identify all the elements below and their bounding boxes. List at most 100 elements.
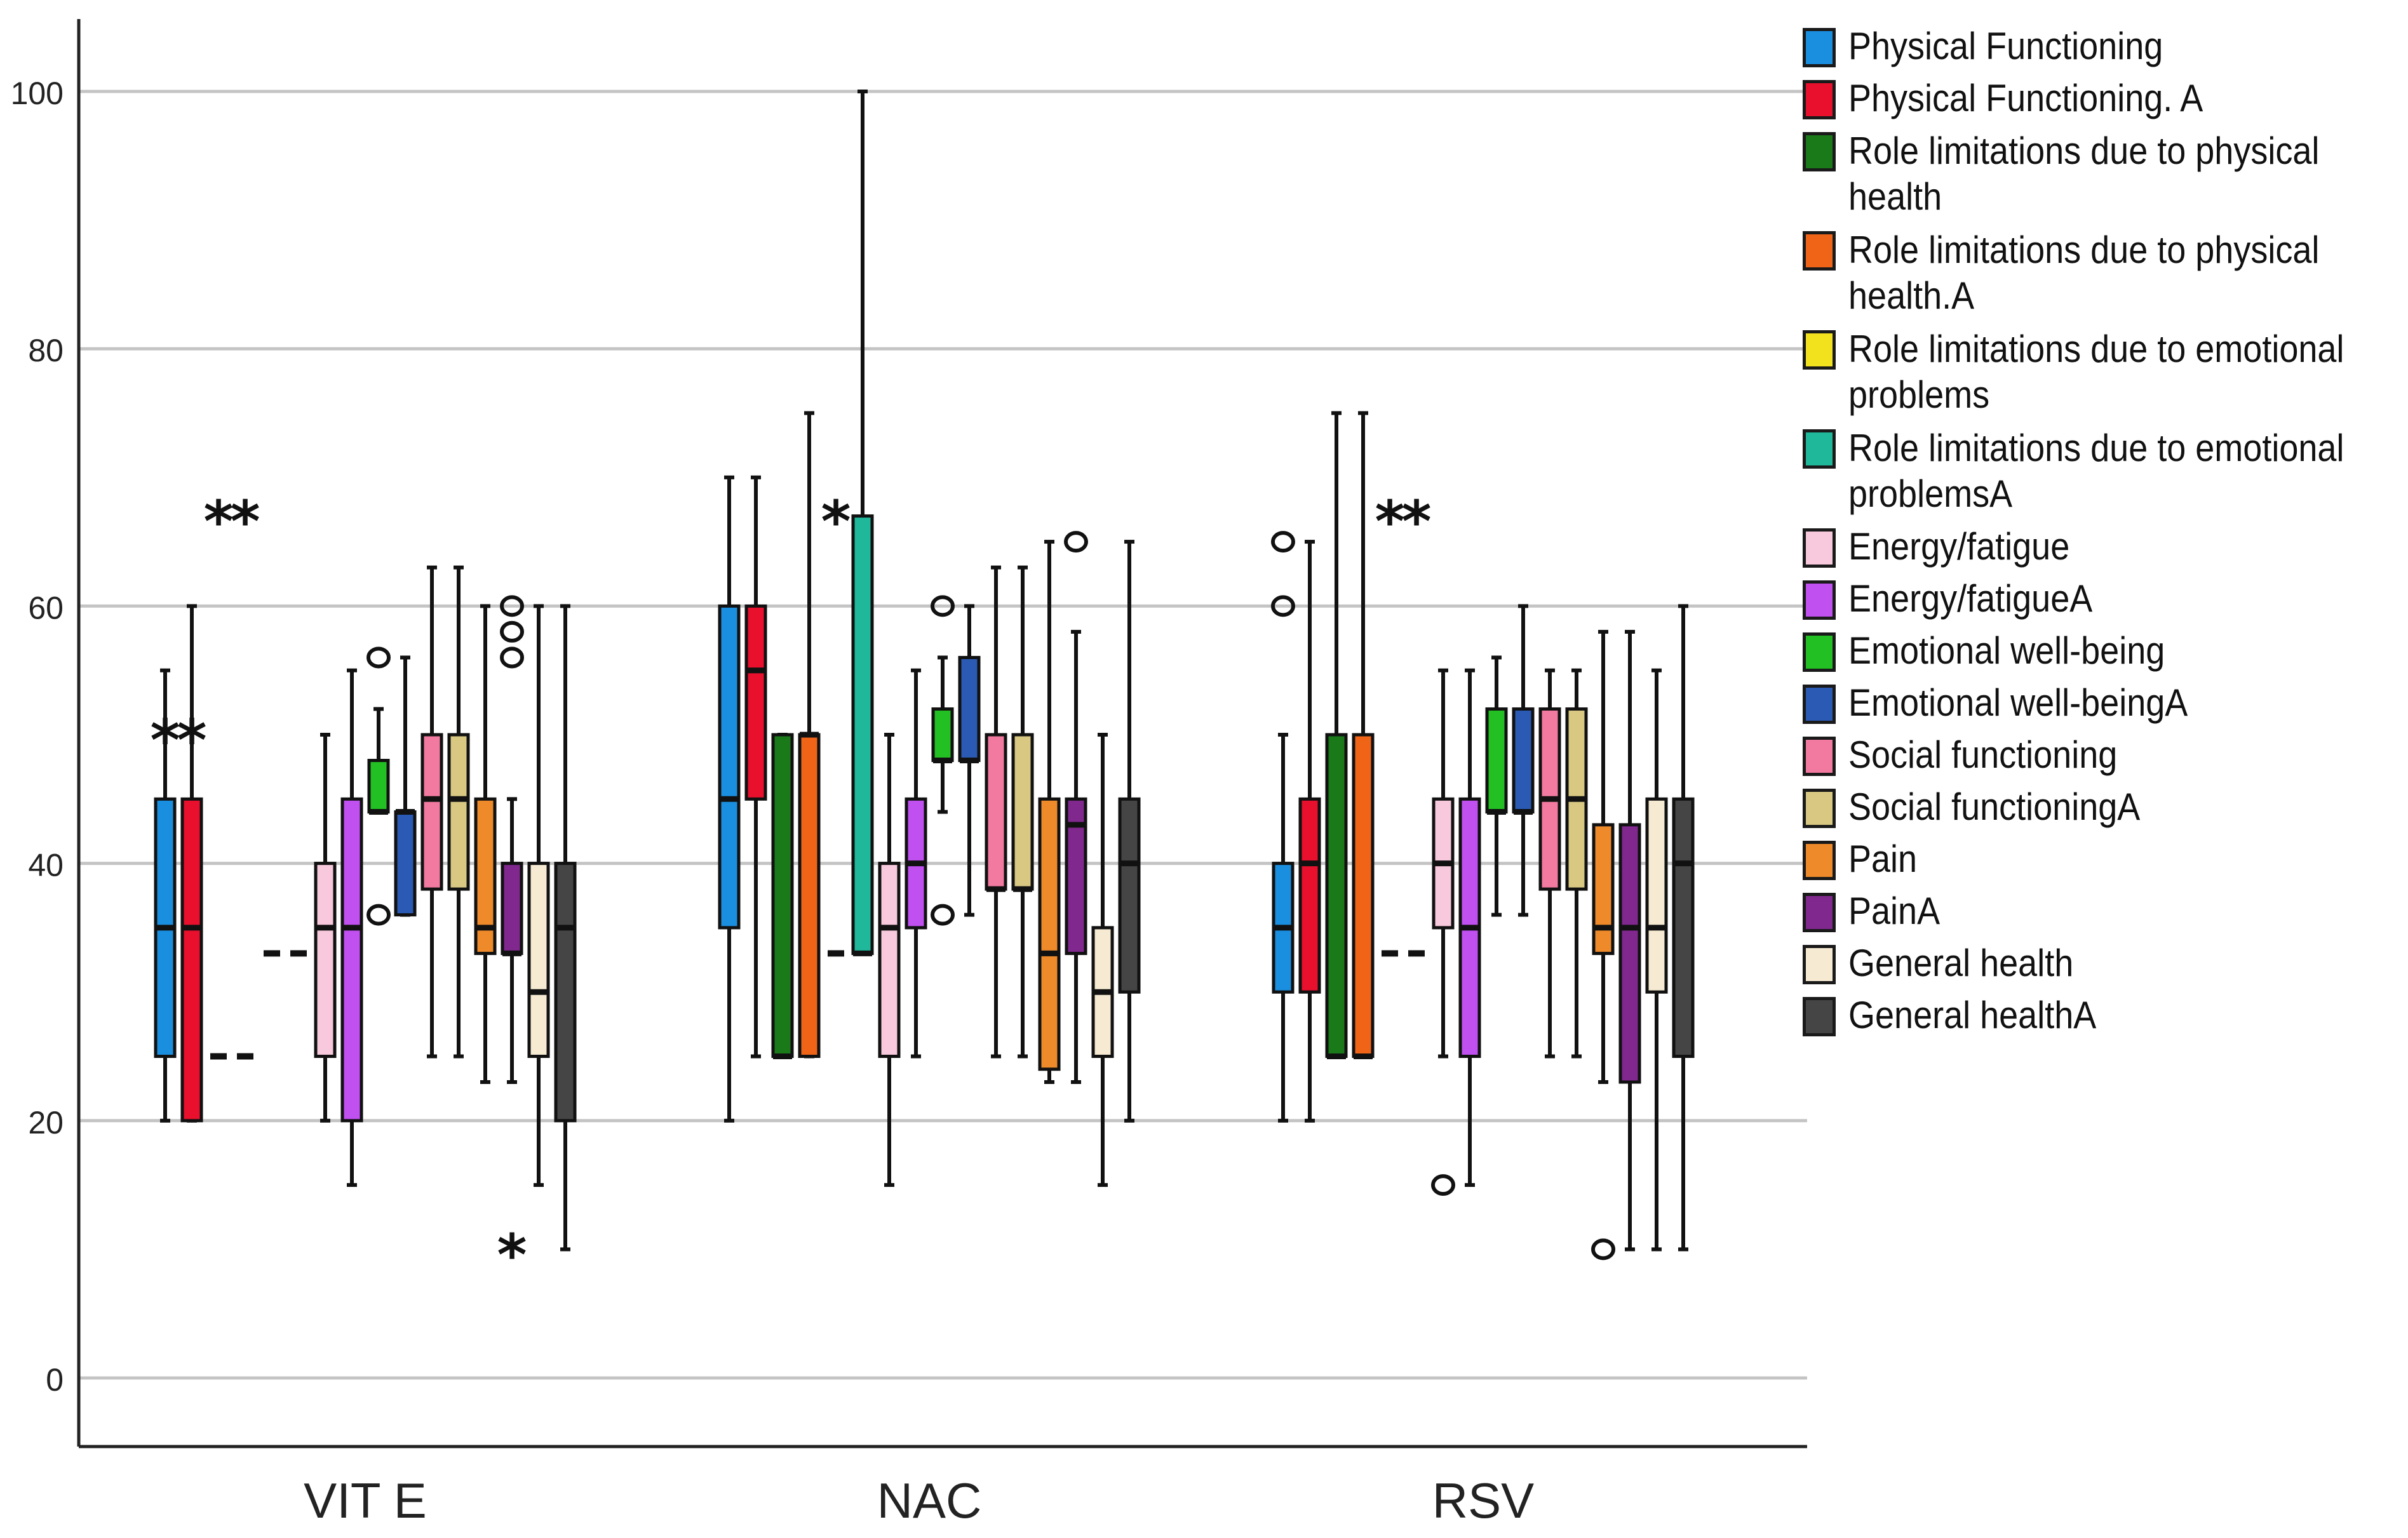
box: [554, 862, 577, 1123]
legend-label: Pain: [1848, 838, 1918, 880]
box: [1298, 797, 1321, 994]
y-axis-ticks: 0 20 40 60 80 100: [11, 76, 64, 1398]
legend-item[interactable]: Physical Functioning. A: [1803, 76, 2400, 121]
legend-label: Emotional well-being: [1848, 629, 2165, 672]
x-tick-label: VIT E: [304, 1473, 427, 1528]
legend-item[interactable]: Role limitations due to emotional proble…: [1803, 425, 2400, 517]
extreme-star: *: [230, 489, 260, 556]
legend-item[interactable]: Emotional well-being: [1803, 629, 2400, 673]
box-series: [154, 90, 1695, 1252]
extreme-star: *: [821, 489, 851, 556]
y-tick-label: 40: [28, 848, 64, 883]
legend-item[interactable]: Role limitations due to physical health: [1803, 128, 2400, 220]
box: [447, 733, 470, 891]
outlier-circle: [1064, 531, 1088, 553]
box: [1118, 797, 1141, 994]
legend: Physical Functioning Physical Functionin…: [1803, 24, 2400, 1045]
x-axis-labels: VIT E NAC RSV: [304, 1473, 1534, 1528]
legend-swatch: [1803, 528, 1836, 568]
legend-swatch: [1803, 893, 1836, 932]
legend-item[interactable]: Role limitations due to emotional proble…: [1803, 326, 2400, 418]
legend-label: General health: [1848, 942, 2074, 984]
legend-swatch: [1803, 28, 1836, 67]
box: [958, 655, 981, 763]
legend-swatch: [1803, 80, 1836, 119]
box: [1618, 823, 1641, 1084]
legend-item[interactable]: Energy/fatigueA: [1803, 577, 2400, 621]
outlier-circle: [1271, 531, 1295, 553]
legend-item[interactable]: Energy/fatigue: [1803, 525, 2400, 569]
legend-swatch: [1803, 737, 1836, 776]
legend-item[interactable]: General health: [1803, 941, 2400, 986]
outlier-circle: [1591, 1238, 1615, 1260]
box: [771, 733, 794, 1058]
box: [798, 733, 821, 1058]
box: [1038, 797, 1061, 1071]
legend-swatch: [1803, 841, 1836, 880]
legend-swatch: [1803, 789, 1836, 828]
box: [527, 862, 550, 1058]
box: [501, 862, 523, 955]
box: [420, 733, 443, 891]
extreme-star: *: [497, 1222, 527, 1288]
outlier-circle: [500, 620, 524, 643]
legend-item[interactable]: Role limitations due to physical health.…: [1803, 227, 2400, 319]
legend-item[interactable]: Social functioning: [1803, 733, 2400, 777]
legend-label: PainA: [1848, 890, 1941, 932]
box: [718, 604, 741, 930]
box: [314, 862, 337, 1058]
outlier-circle: [367, 904, 391, 926]
legend-label: Social functioningA: [1848, 786, 2141, 828]
legend-swatch: [1803, 330, 1836, 370]
outlier-circle: [931, 595, 955, 617]
legend-swatch: [1803, 685, 1836, 724]
legend-label: Social functioning: [1848, 733, 2118, 776]
box: [1352, 733, 1375, 1058]
legend-swatch: [1803, 945, 1836, 984]
legend-item[interactable]: General healthA: [1803, 993, 2400, 1038]
legend-item[interactable]: Social functioningA: [1803, 785, 2400, 829]
outlier-circle: [1431, 1174, 1455, 1196]
legend-swatch: [1803, 429, 1836, 469]
legend-label: Role limitations due to emotional proble…: [1848, 427, 2344, 515]
legend-label: Emotional well-beingA: [1848, 681, 2188, 724]
x-tick-label: RSV: [1432, 1473, 1534, 1528]
legend-item[interactable]: PainA: [1803, 889, 2400, 933]
box: [1512, 707, 1535, 814]
box: [1325, 733, 1348, 1058]
legend-item[interactable]: Emotional well-beingA: [1803, 681, 2400, 725]
legend-swatch: [1803, 632, 1836, 672]
box: [985, 733, 1007, 891]
outlier-circle: [500, 595, 524, 617]
box: [367, 759, 390, 814]
extreme-star: *: [1401, 489, 1431, 556]
box: [931, 707, 954, 763]
legend-swatch: [1803, 231, 1836, 271]
extreme-star: *: [1375, 489, 1404, 556]
legend-label: General healthA: [1848, 994, 2097, 1036]
legend-item[interactable]: Pain: [1803, 837, 2400, 881]
grid-lines: [79, 90, 1807, 1380]
box: [1485, 707, 1508, 814]
y-tick-label: 20: [28, 1105, 64, 1140]
outlier-circle: [367, 646, 391, 669]
box: [340, 797, 363, 1123]
box: [1592, 823, 1615, 955]
y-tick-label: 60: [28, 590, 64, 625]
axes: [77, 19, 1807, 1448]
legend-label: Role limitations due to physical health: [1848, 130, 2320, 218]
extreme-star: *: [203, 489, 233, 556]
y-tick-label: 100: [11, 76, 64, 111]
box: [851, 514, 874, 955]
legend-label: Role limitations due to physical health.…: [1848, 229, 2320, 317]
x-tick-label: NAC: [877, 1473, 982, 1528]
legend-swatch: [1803, 132, 1836, 171]
legend-item[interactable]: Physical Functioning: [1803, 24, 2400, 69]
outlier-markers: ****** **: [150, 489, 1615, 1288]
box: [1011, 733, 1034, 891]
extreme-star: *: [150, 707, 180, 774]
legend-swatch: [1803, 997, 1836, 1036]
legend-label: Physical Functioning: [1848, 25, 2163, 67]
y-tick-label: 80: [28, 333, 64, 368]
